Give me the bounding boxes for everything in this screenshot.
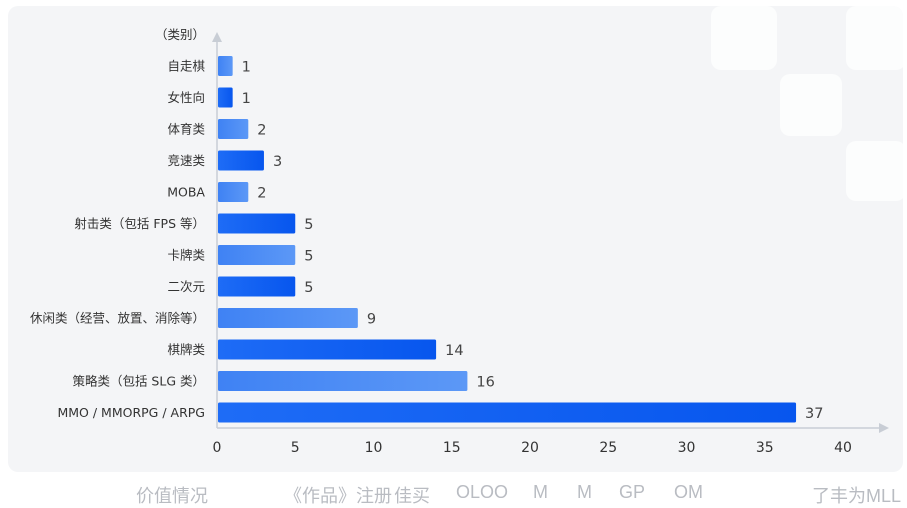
data-label: 16 <box>476 375 494 391</box>
x-tick-label: 5 <box>291 440 300 456</box>
category-label: 竞速类 <box>167 153 205 168</box>
data-label: 5 <box>304 249 313 265</box>
chart-panel <box>8 6 903 472</box>
x-tick-label: 0 <box>213 440 222 456</box>
bar <box>218 339 437 360</box>
category-label: 休闲类（经营、放置、消除等） <box>30 311 205 326</box>
x-tick-label: 25 <box>599 440 617 456</box>
x-tick-label: 20 <box>521 440 539 456</box>
bar <box>218 119 249 139</box>
bar <box>218 245 296 265</box>
footer-item: GP <box>619 482 646 502</box>
x-tick-label: 40 <box>834 440 852 456</box>
footer-item: M <box>577 482 592 502</box>
footer-item: 了丰为MLL <box>812 486 902 506</box>
bar <box>218 308 358 328</box>
x-tick-label: 15 <box>443 440 461 456</box>
footer-item: OLOO <box>456 482 509 502</box>
x-tick-label: 10 <box>365 440 383 456</box>
category-label: 棋牌类 <box>167 342 205 357</box>
bar <box>218 402 797 423</box>
category-label: 女性向 <box>167 90 205 105</box>
category-label: 射击类（包括 FPS 等） <box>74 216 205 231</box>
category-label: MOBA <box>167 185 205 200</box>
footer-item: 佳买 <box>394 486 430 506</box>
data-label: 2 <box>257 186 266 202</box>
watermark-box <box>780 74 842 136</box>
watermark-box <box>846 141 903 201</box>
footer-item: M <box>533 482 548 502</box>
data-label: 9 <box>367 312 376 328</box>
category-label: 策略类（包括 SLG 类） <box>72 374 205 389</box>
bar <box>218 276 296 297</box>
category-label: 二次元 <box>167 279 205 294</box>
bar <box>218 371 468 391</box>
bar <box>218 213 296 234</box>
bar <box>218 182 249 202</box>
x-tick-label: 30 <box>678 440 696 456</box>
category-label: 自走棋 <box>167 59 205 74</box>
watermark-box <box>711 6 777 70</box>
category-label: 体育类 <box>167 122 205 137</box>
footer-ticker: 价值情况 《作品》注册 佳买 OLOO M M GP OM 了丰为MLL <box>0 478 907 506</box>
watermark-box <box>846 6 903 70</box>
y-axis-arrow-icon <box>212 32 222 42</box>
data-label: 5 <box>304 280 313 296</box>
bar <box>218 87 233 108</box>
y-axis-title: （类别） <box>155 27 205 42</box>
x-tick-label: 35 <box>756 440 774 456</box>
data-label: 3 <box>273 154 282 170</box>
data-label: 14 <box>445 343 463 359</box>
x-axis-arrow-icon <box>879 423 889 433</box>
bar <box>218 150 264 171</box>
footer-item: 《作品》注册 <box>284 486 392 506</box>
data-label: 2 <box>257 123 266 139</box>
data-label: 1 <box>242 91 251 107</box>
category-label: 卡牌类 <box>167 248 205 263</box>
data-label: 1 <box>242 60 251 76</box>
bar <box>218 56 233 76</box>
data-label: 37 <box>805 406 823 422</box>
footer-item: 价值情况 <box>136 486 208 506</box>
data-label: 5 <box>304 217 313 233</box>
footer-item: OM <box>674 482 703 502</box>
category-label: MMO / MMORPG / ARPG <box>57 405 205 420</box>
